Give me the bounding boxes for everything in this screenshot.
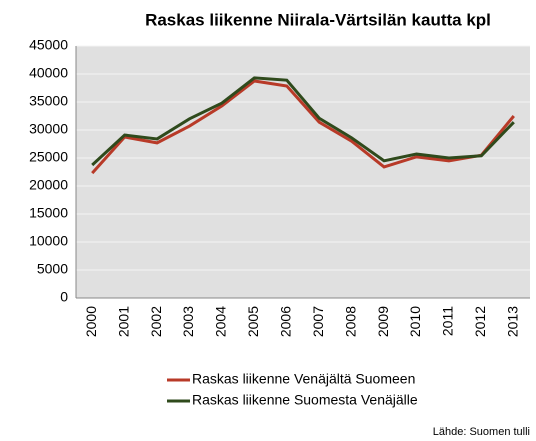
legend-label: Raskas liikenne Suomesta Venäjälle <box>192 392 418 408</box>
x-tick-label: 2012 <box>472 306 488 337</box>
y-tick-label: 10000 <box>29 233 68 249</box>
source: Lähde: Suomen tulli <box>433 426 530 438</box>
x-tick-label: 2003 <box>180 306 196 337</box>
y-tick-label: 15000 <box>29 205 68 221</box>
series-line <box>91 79 515 175</box>
x-tick-label: 2006 <box>277 306 293 337</box>
y-tick-label: 5000 <box>37 261 68 277</box>
x-tick-label: 2002 <box>148 306 164 337</box>
chart-title: Raskas liikenne Niirala-Värtsilän kautta… <box>145 10 491 29</box>
y-tick-label: 20000 <box>29 177 68 193</box>
x-tick-label: 2001 <box>115 306 131 337</box>
plot-area <box>76 46 530 298</box>
legend-label: Raskas liikenne Venäjältä Suomeen <box>192 371 415 387</box>
x-tick-label: 2013 <box>504 306 520 337</box>
series-line <box>91 76 515 167</box>
y-tick-label: 45000 <box>29 37 68 53</box>
x-tick-label: 2010 <box>407 306 423 337</box>
x-tick-label: 2000 <box>83 306 99 337</box>
y-tick-label: 25000 <box>29 149 68 165</box>
y-tick-label: 30000 <box>29 121 68 137</box>
x-tick-label: 2004 <box>213 306 229 337</box>
x-tick-label: 2011 <box>440 306 456 336</box>
x-tick-label: 2008 <box>342 306 358 337</box>
y-tick-label: 0 <box>60 289 68 305</box>
x-tick-label: 2005 <box>245 306 261 337</box>
y-tick-label: 35000 <box>29 93 68 109</box>
x-tick-label: 2007 <box>310 306 326 337</box>
y-tick-label: 40000 <box>29 65 68 81</box>
x-tick-label: 2009 <box>375 306 391 337</box>
